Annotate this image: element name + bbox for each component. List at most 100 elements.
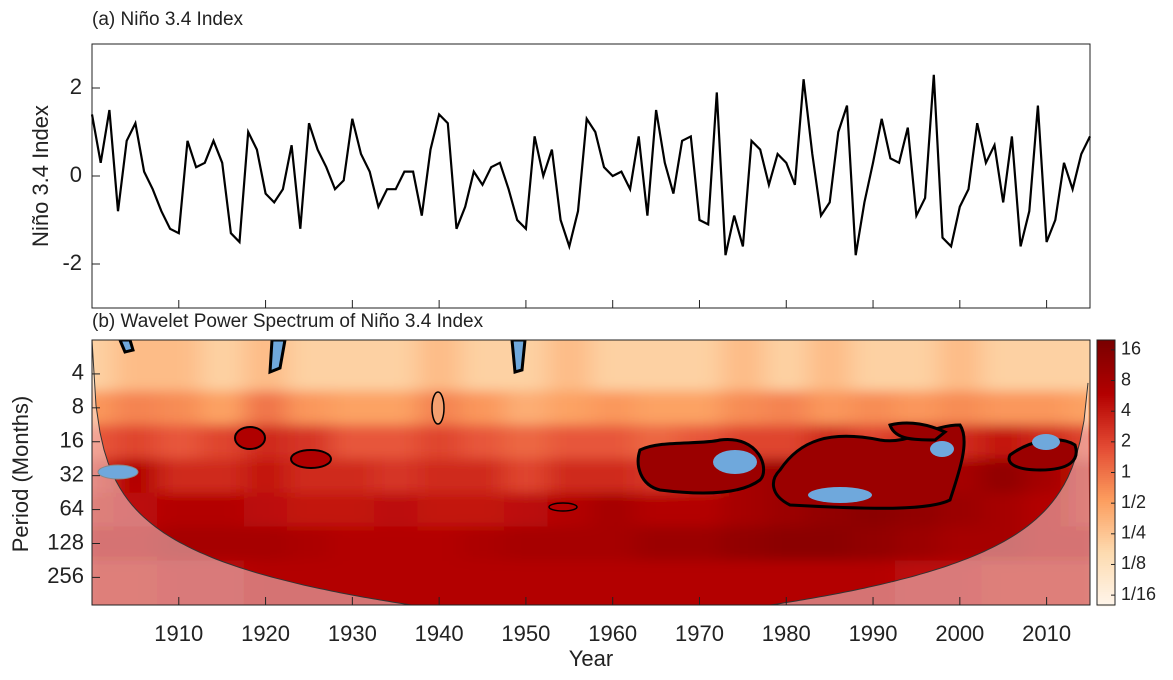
heat-cell	[764, 340, 809, 392]
colorbar-slice	[1097, 384, 1115, 387]
heat-cell	[504, 458, 549, 494]
colorbar-slice	[1097, 340, 1115, 343]
heat-cell	[417, 340, 462, 392]
heat-cell	[504, 390, 549, 426]
heat-cell	[547, 526, 592, 562]
colorbar-slice	[1097, 448, 1115, 451]
colorbar-slice	[1097, 484, 1115, 487]
heat-cell	[200, 458, 245, 494]
colorbar-slice	[1097, 560, 1115, 563]
heat-cell	[374, 424, 419, 460]
colorbar-slice	[1097, 428, 1115, 431]
heat-cell	[243, 390, 289, 426]
heat-cell	[157, 340, 202, 392]
colorbar-slice	[1097, 576, 1115, 579]
colorbar-slice	[1097, 456, 1115, 459]
colorbar-slice	[1097, 524, 1115, 527]
heat-cell	[460, 424, 506, 460]
heat-cell	[504, 492, 549, 528]
heat-cell	[894, 526, 940, 562]
heat-cell	[981, 560, 1026, 605]
colorbar-slice	[1097, 548, 1115, 551]
colorbar-slice	[1097, 516, 1115, 519]
heat-cell	[807, 390, 853, 426]
colorbar-slice	[1097, 602, 1115, 605]
colorbar-slice	[1097, 528, 1115, 531]
heat-cell	[807, 340, 853, 392]
colorbar-slice	[1097, 500, 1115, 503]
colorbar-slice	[1097, 424, 1115, 427]
heat-cell	[851, 340, 896, 392]
colorbar-slice	[1097, 578, 1115, 581]
colorbar-slice	[1097, 434, 1115, 437]
x-tick-label: 1940	[415, 621, 464, 646]
colorbar-slice	[1097, 552, 1115, 555]
colorbar-slice	[1097, 492, 1115, 495]
heat-cell	[374, 526, 419, 562]
colorbar-slice	[1097, 462, 1115, 465]
colorbar-slice	[1097, 392, 1115, 395]
y-tick-label: 128	[47, 529, 84, 554]
heat-cell	[157, 560, 202, 605]
colorbar-slice	[1097, 446, 1115, 449]
colorbar-slice	[1097, 480, 1115, 483]
colorbar-slice	[1097, 546, 1115, 549]
colorbar-slice	[1097, 432, 1115, 435]
y-tick-label: -2	[62, 250, 82, 275]
heat-cell	[764, 526, 809, 562]
heat-cell	[460, 492, 506, 528]
heat-cell	[417, 458, 462, 494]
colorbar-slice	[1097, 554, 1115, 557]
heat-cell	[634, 492, 679, 528]
y-axis-label-b: Period (Months)	[8, 396, 33, 553]
heat-cell	[460, 458, 506, 494]
x-tick-label: 1990	[849, 621, 898, 646]
colorbar-slice	[1097, 366, 1115, 369]
colorbar-slice	[1097, 510, 1115, 513]
colorbar-slice	[1097, 422, 1115, 425]
coi-patch	[97, 464, 139, 480]
heat-cell	[938, 390, 983, 426]
heat-cell	[547, 340, 592, 392]
colorbar-slice	[1097, 344, 1115, 347]
colorbar-slice	[1097, 348, 1115, 351]
x-axis-label: Year	[569, 646, 613, 671]
x-tick-label: 1910	[154, 621, 203, 646]
heat-cell	[677, 560, 723, 605]
colorbar-slice	[1097, 572, 1115, 575]
heat-cell	[547, 458, 592, 494]
colorbar-slice	[1097, 414, 1115, 417]
y-tick-label: 16	[60, 428, 84, 453]
colorbar-tick-label: 1/16	[1121, 584, 1156, 604]
colorbar-slice	[1097, 408, 1115, 411]
heat-cell	[894, 560, 940, 605]
colorbar-slice	[1097, 580, 1115, 583]
x-tick-label: 1950	[501, 621, 550, 646]
heat-cell	[677, 526, 723, 562]
contour	[290, 449, 332, 469]
colorbar-slice	[1097, 536, 1115, 539]
colorbar-slice	[1097, 598, 1115, 601]
colorbar-slice	[1097, 582, 1115, 585]
heat-cell	[287, 340, 332, 392]
colorbar-slice	[1097, 534, 1115, 537]
contour	[234, 426, 266, 450]
heat-cell	[417, 492, 462, 528]
colorbar-slice	[1097, 464, 1115, 467]
colorbar-slice	[1097, 538, 1115, 541]
heat-cell	[287, 492, 332, 528]
colorbar-slice	[1097, 474, 1115, 477]
heat-cell	[547, 390, 592, 426]
colorbar-slice	[1097, 542, 1115, 545]
colorbar-slice	[1097, 518, 1115, 521]
colorbar-slice	[1097, 380, 1115, 383]
colorbar-slice	[1097, 412, 1115, 415]
heat-cell	[1068, 560, 1090, 605]
colorbar-slice	[1097, 530, 1115, 533]
colorbar-slice	[1097, 460, 1115, 463]
colorbar-slice	[1097, 416, 1115, 419]
heat-cell	[938, 340, 983, 392]
colorbar-slice	[1097, 436, 1115, 439]
colorbar-slice	[1097, 406, 1115, 409]
colorbar-slice	[1097, 498, 1115, 501]
